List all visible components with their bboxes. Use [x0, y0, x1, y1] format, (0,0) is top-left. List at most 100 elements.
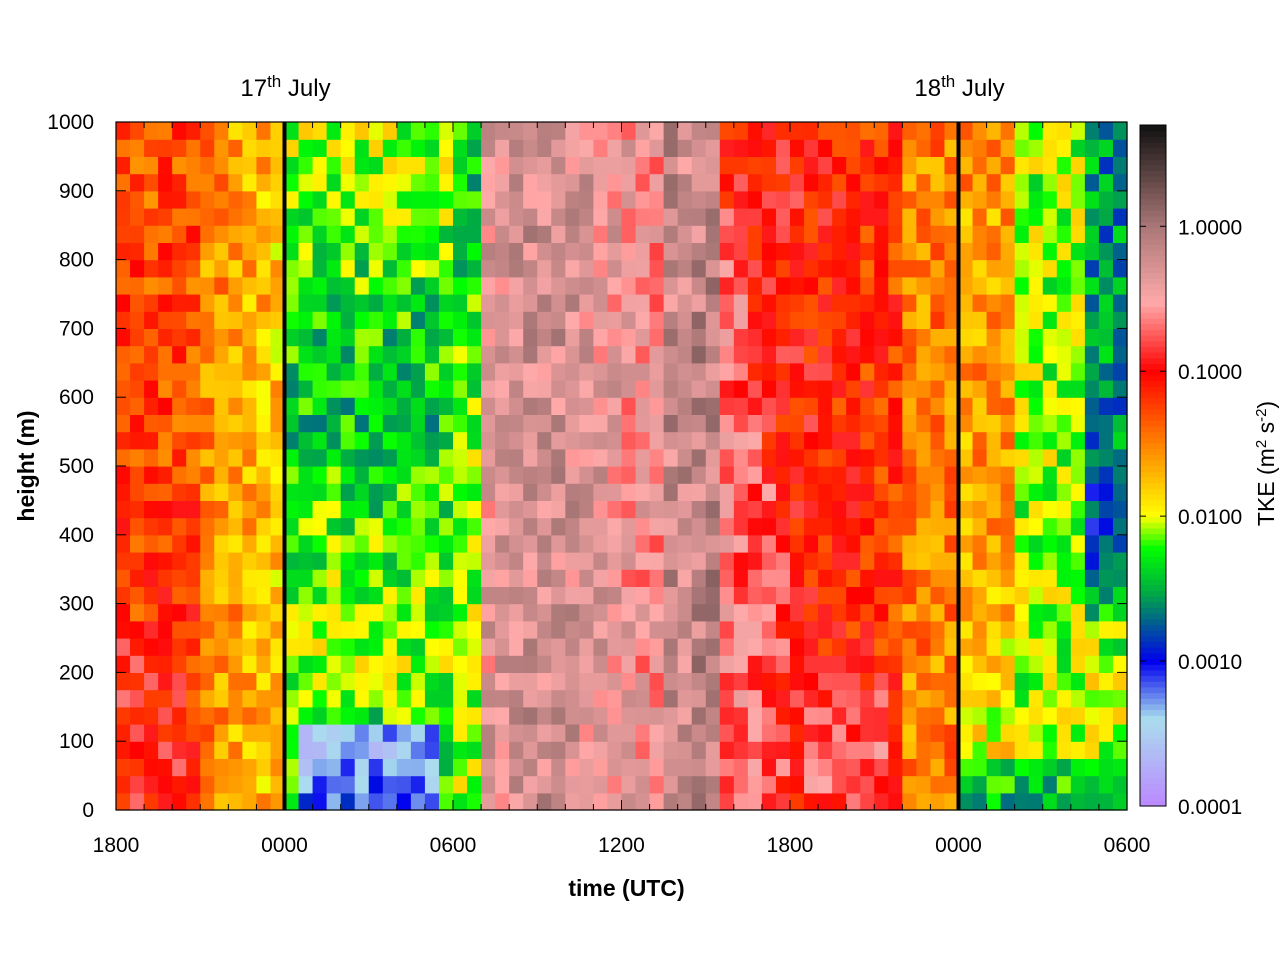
heatmap-cell	[621, 173, 637, 192]
heatmap-cell	[368, 500, 384, 519]
heatmap-cell	[733, 294, 749, 312]
heatmap-cell	[888, 345, 903, 364]
heatmap-cell	[846, 431, 861, 450]
heatmap-cell	[1014, 483, 1030, 501]
heatmap-cell	[677, 517, 693, 536]
heatmap-cell	[846, 345, 861, 364]
heatmap-cell	[818, 380, 833, 398]
heatmap-cell	[1098, 225, 1114, 243]
heatmap-cell	[1098, 672, 1114, 691]
heatmap-cell	[438, 242, 454, 261]
heatmap-cell	[242, 431, 258, 450]
heatmap-cell	[509, 500, 524, 519]
heatmap-cell	[537, 242, 552, 261]
heatmap-cell	[593, 190, 609, 209]
heatmap-cell	[1084, 706, 1100, 725]
heatmap-cell	[1000, 569, 1016, 587]
heatmap-cell	[453, 706, 468, 725]
heatmap-cell	[467, 431, 482, 450]
heatmap-cell	[790, 775, 805, 794]
heatmap-cell	[186, 448, 201, 467]
heatmap-cell	[537, 294, 552, 312]
heatmap-cell	[846, 190, 861, 209]
colorbar-segment	[1140, 261, 1166, 268]
heatmap-cell	[733, 242, 749, 261]
heatmap-cell	[509, 294, 524, 312]
heatmap-cell	[775, 139, 791, 157]
heatmap-cell	[593, 552, 609, 570]
heatmap-cell	[438, 397, 454, 415]
heatmap-cell	[368, 741, 384, 759]
heatmap-cell	[916, 139, 932, 157]
heatmap-cell	[312, 552, 328, 570]
heatmap-cell	[340, 500, 356, 519]
heatmap-cell	[635, 775, 651, 794]
heatmap-cell	[453, 758, 468, 777]
heatmap-cell	[158, 276, 173, 295]
heatmap-cell	[1000, 173, 1016, 192]
heatmap-cell	[1084, 741, 1100, 759]
heatmap-cell	[410, 122, 426, 140]
heatmap-cell	[172, 414, 187, 433]
heatmap-cell	[691, 500, 707, 519]
heatmap-cell	[1098, 414, 1114, 433]
heatmap-cell	[410, 276, 426, 295]
heatmap-cell	[228, 586, 243, 605]
heatmap-cell	[424, 758, 440, 777]
colorbar-frame	[1139, 124, 1167, 807]
heatmap-cell	[354, 208, 370, 226]
heatmap-cell	[635, 173, 651, 192]
heatmap-cell	[846, 741, 861, 759]
heatmap-cell	[761, 362, 777, 381]
heatmap-cell	[1028, 122, 1044, 140]
heatmap-cell	[747, 689, 763, 708]
heatmap-cell	[186, 792, 201, 811]
heatmap-cell	[888, 500, 903, 519]
heatmap-cell	[284, 328, 300, 347]
heatmap-cell	[144, 466, 159, 484]
heatmap-cell	[874, 483, 889, 501]
y-tick-label: 800	[59, 249, 94, 272]
heatmap-cell	[284, 500, 300, 519]
heatmap-cell	[621, 294, 637, 312]
heatmap-cell	[607, 483, 623, 501]
heatmap-cell	[874, 724, 889, 742]
heatmap-cell	[537, 328, 552, 347]
heatmap-cell	[860, 294, 875, 312]
heatmap-cell	[818, 139, 833, 157]
heatmap-cell	[382, 345, 398, 364]
heatmap-cell	[509, 483, 524, 501]
heatmap-cell	[958, 792, 974, 811]
heatmap-cell	[818, 620, 833, 639]
heatmap-cell	[453, 156, 468, 175]
heatmap-cell	[986, 466, 1002, 484]
heatmap-cell	[607, 569, 623, 587]
heatmap-cell	[804, 483, 819, 501]
heatmap-cell	[326, 620, 342, 639]
heatmap-cell	[565, 380, 580, 398]
heatmap-cell	[467, 620, 482, 639]
heatmap-cell	[551, 173, 566, 192]
heatmap-cell	[354, 362, 370, 381]
heatmap-cell	[410, 156, 426, 175]
heatmap-cell	[368, 431, 384, 450]
heatmap-cell	[186, 276, 201, 295]
heatmap-cell	[256, 517, 272, 536]
heatmap-cell	[270, 638, 286, 656]
heatmap-cell	[242, 466, 258, 484]
heatmap-cell	[130, 775, 145, 794]
heatmap-cell	[1000, 466, 1016, 484]
heatmap-cell	[593, 225, 609, 243]
heatmap-cell	[958, 345, 974, 364]
heatmap-cell	[930, 775, 946, 794]
heatmap-cell	[888, 225, 903, 243]
heatmap-cell	[790, 276, 805, 295]
heatmap-cell	[579, 792, 595, 811]
heatmap-cell	[1084, 380, 1100, 398]
heatmap-cell	[453, 345, 468, 364]
heatmap-cell	[453, 483, 468, 501]
heatmap-cell	[270, 741, 286, 759]
heatmap-cell	[663, 586, 679, 605]
heatmap-cell	[579, 414, 595, 433]
heatmap-cell	[902, 483, 917, 501]
